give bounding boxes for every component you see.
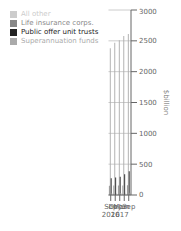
svg-text:1000: 1000: [139, 130, 157, 138]
svg-text:0: 0: [139, 191, 143, 199]
svg-text:Sep: Sep: [122, 203, 136, 211]
svg-text:1500: 1500: [139, 99, 157, 107]
svg-text:2500: 2500: [139, 37, 157, 45]
svg-text:2000: 2000: [139, 68, 157, 76]
svg-text:500: 500: [139, 161, 152, 169]
svg-text:3000: 3000: [139, 8, 157, 16]
svg-text:$billion: $billion: [162, 90, 170, 115]
